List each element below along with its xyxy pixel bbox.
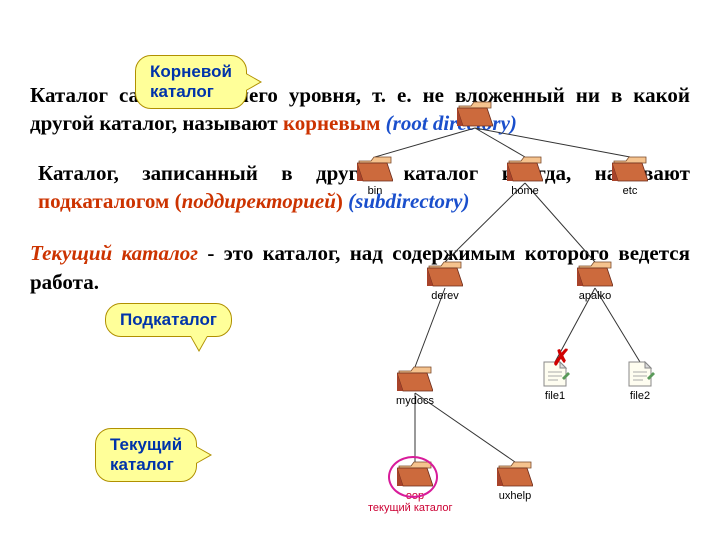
tree-label-file1: file1 (530, 390, 580, 402)
tree-node-uxhelp: uxhelp (490, 460, 540, 502)
tree-node-derev: derev (420, 260, 470, 302)
tree-label-home: home (500, 185, 550, 197)
callout-cur-line2: каталог (110, 455, 174, 474)
tree-label-mydocs: mydocs (390, 395, 440, 407)
tree-node-home: home (500, 155, 550, 197)
p3-current-word: Текущий каталог (30, 241, 198, 265)
callout-current: Текущий каталог (95, 428, 197, 482)
tree-label-file2: file2 (615, 390, 665, 402)
p2-subdir-word: подкаталогом (38, 189, 169, 213)
callout-sub-text: Подкаталог (120, 310, 217, 329)
callout-subdirectory: Подкаталог (105, 303, 232, 337)
tree-label-bin: bin (350, 185, 400, 197)
callout-root-line1: Корневой (150, 62, 232, 81)
tree-node-root (450, 100, 500, 130)
current-folder-ring (388, 456, 438, 498)
red-x-icon: ✗ (552, 345, 570, 371)
tree-node-bin: bin (350, 155, 400, 197)
tree-node-apalko: apalko (570, 260, 620, 302)
tree-label-apalko: apalko (570, 290, 620, 302)
tree-label-uxhelp: uxhelp (490, 490, 540, 502)
callout-root-line2: каталог (150, 82, 214, 101)
tree-label-derev: derev (420, 290, 470, 302)
tree-node-mydocs: mydocs (390, 365, 440, 407)
tree-node-file2: file2 (615, 360, 665, 402)
tree-node-etc: etc (605, 155, 655, 197)
callout-cur-line1: Текущий (110, 435, 182, 454)
tree-label-etc: etc (605, 185, 655, 197)
callout-root: Корневой каталог (135, 55, 247, 109)
directory-tree: ✗ bin home etc derev apalko mydocs file1 (295, 100, 695, 520)
p2-t3: ( (169, 189, 181, 213)
